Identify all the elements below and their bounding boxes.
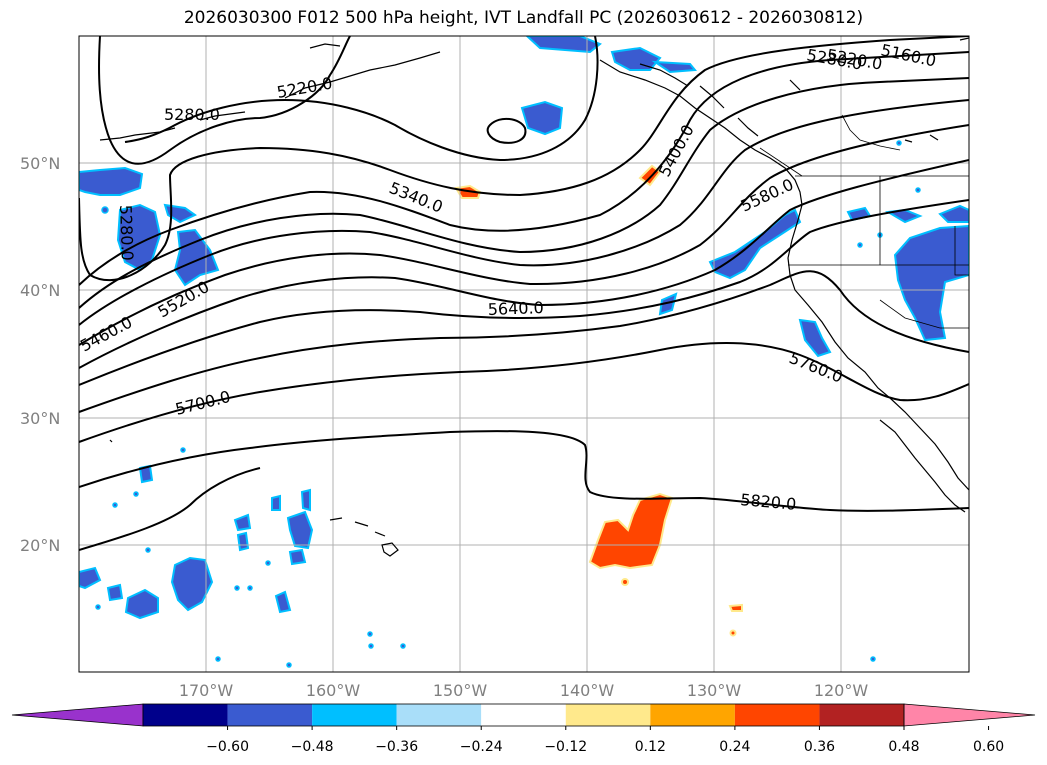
lat-label: 40°N xyxy=(20,281,60,300)
colorbar-tick-label: −0.60 xyxy=(206,739,249,755)
colorbar-tick-label: −0.24 xyxy=(460,739,503,755)
contour-label: 5280.0 xyxy=(116,204,137,261)
lon-tick-labels: 170°W 160°W 150°W 140°W 130°W 120°W xyxy=(179,681,869,700)
height-contours xyxy=(79,36,969,551)
graticule xyxy=(79,36,969,672)
colorbar-tick-label: −0.36 xyxy=(375,739,418,755)
colorbar-segment xyxy=(396,704,482,726)
colorbar: −0.60 −0.48 −0.36 −0.24 −0.12 0.12 0.24 0.36 0.4… xyxy=(11,703,1036,755)
map-background xyxy=(79,36,969,672)
colorbar-segment xyxy=(734,704,820,726)
lon-label: 120°W xyxy=(814,681,869,700)
lon-label: 140°W xyxy=(560,681,615,700)
colorbar-tick-label: −0.12 xyxy=(544,739,587,755)
ivt-negative-regions xyxy=(79,36,969,620)
colorbar-tick-label: 0.60 xyxy=(973,739,1004,755)
lon-label: 130°W xyxy=(687,681,742,700)
lon-label: 170°W xyxy=(179,681,234,700)
contour-label: 5640.0 xyxy=(487,298,544,319)
ivt-negative-dots xyxy=(95,140,921,668)
colorbar-tick-label: 0.24 xyxy=(719,739,750,755)
map-title: 2026030300 F012 500 hPa height, IVT Land… xyxy=(183,8,864,28)
contour-label: 5280.0 xyxy=(164,105,220,124)
colorbar-segment xyxy=(143,704,228,726)
colorbar-tick-label: 0.36 xyxy=(804,739,835,755)
colorbar-segment xyxy=(312,704,397,726)
colorbar-segment xyxy=(650,704,735,726)
lat-label: 50°N xyxy=(20,154,60,173)
colorbar-tick-label: −0.48 xyxy=(291,739,334,755)
colorbar-extend-low xyxy=(11,703,144,727)
lat-label: 30°N xyxy=(20,409,60,428)
colorbar-segment xyxy=(819,704,904,726)
colorbar-tick-label: 0.12 xyxy=(635,739,666,755)
ivt-positive-regions xyxy=(454,164,743,637)
lat-tick-labels: 50°N 40°N 30°N 20°N xyxy=(20,154,60,555)
colorbar-segment xyxy=(227,704,313,726)
colorbar-border xyxy=(142,703,905,727)
contour-label: 5820.0 xyxy=(740,490,797,514)
colorbar-segment xyxy=(481,704,566,726)
lon-label: 150°W xyxy=(433,681,488,700)
borders xyxy=(759,114,969,329)
lon-label: 160°W xyxy=(306,681,361,700)
colorbar-tick-label: 0.48 xyxy=(888,739,919,755)
colorbar-extend-high xyxy=(903,703,1036,727)
map-frame xyxy=(78,35,970,673)
lat-label: 20°N xyxy=(20,536,60,555)
colorbar-segment xyxy=(565,704,651,726)
